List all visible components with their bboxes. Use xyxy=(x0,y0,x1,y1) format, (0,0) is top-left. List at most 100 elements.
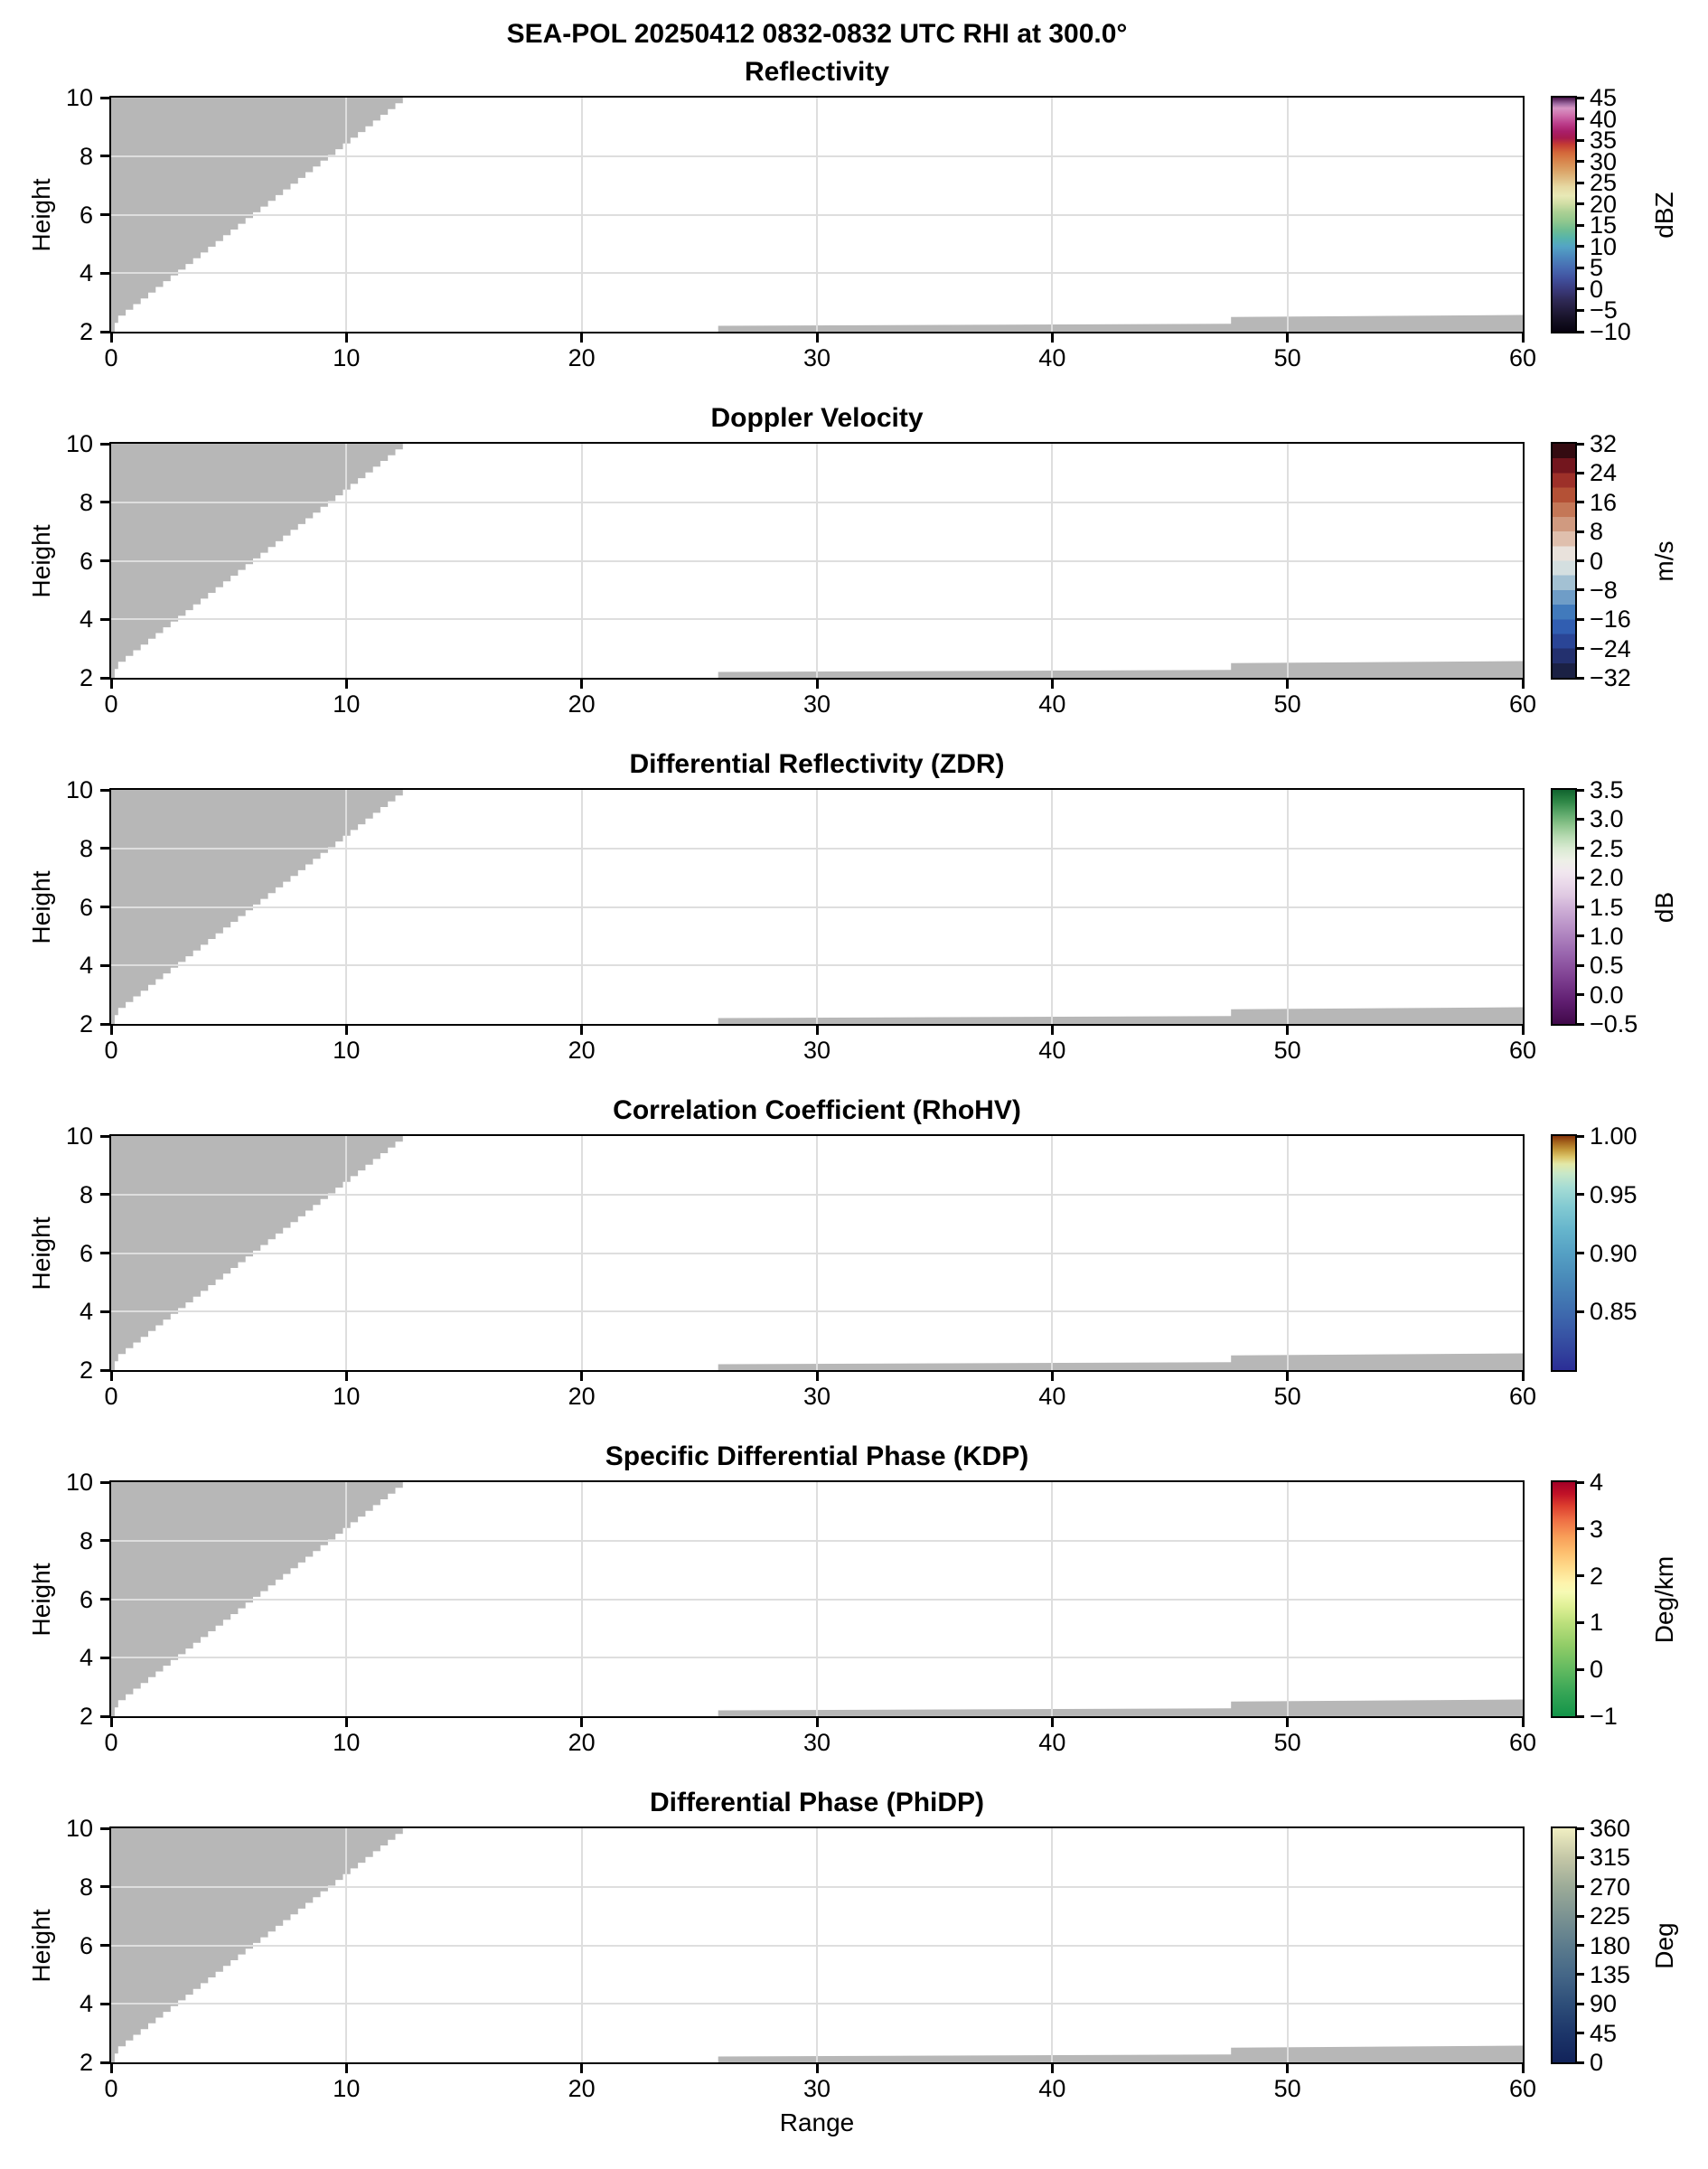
y-tick xyxy=(100,1193,109,1197)
colorbar-tick-label: 3 xyxy=(1590,1515,1604,1543)
masked-region xyxy=(111,1136,1523,1370)
x-tick xyxy=(580,2064,584,2073)
y-tick-label: 6 xyxy=(79,1239,93,1267)
x-tick-label: 40 xyxy=(1038,1383,1066,1410)
masked-region-shapes xyxy=(111,98,1523,332)
x-tick-label: 0 xyxy=(104,2075,118,2102)
y-tick-label: 10 xyxy=(65,84,93,111)
x-tick xyxy=(815,333,819,343)
colorbar-tick xyxy=(1577,676,1584,680)
x-tick xyxy=(1521,1026,1525,1035)
colorbar-tick xyxy=(1577,1914,1584,1918)
x-tick xyxy=(1521,333,1525,343)
x-tick xyxy=(580,1372,584,1381)
x-tick-label: 60 xyxy=(1508,344,1537,371)
panel-title: Differential Phase (PhiDP) xyxy=(649,1788,985,1817)
y-tick-label: 6 xyxy=(79,893,93,921)
x-tick xyxy=(1050,1026,1054,1035)
colorbar-tick-label: 315 xyxy=(1590,1844,1631,1872)
x-tick-label: 10 xyxy=(333,690,361,718)
colorbar-tick xyxy=(1577,2002,1584,2005)
colorbar-tick xyxy=(1577,1667,1584,1671)
colorbar-tick-label: 1 xyxy=(1590,1609,1604,1637)
gridline-horizontal xyxy=(111,847,1523,850)
x-tick xyxy=(109,1718,113,1727)
colorbar-tick-label: 2 xyxy=(1590,1562,1604,1590)
colorbar-tick xyxy=(1577,181,1584,184)
y-tick-label: 10 xyxy=(65,430,93,457)
x-tick xyxy=(1050,1372,1054,1381)
y-tick xyxy=(100,501,109,504)
x-tick xyxy=(109,680,113,689)
colorbar-tick xyxy=(1577,1022,1584,1026)
colorbar-tick xyxy=(1577,287,1584,291)
colorbar-tick xyxy=(1577,1620,1584,1624)
colorbar-tick xyxy=(1577,245,1584,249)
colorbar-tick xyxy=(1577,160,1584,164)
x-tick-label: 10 xyxy=(333,1037,361,1064)
colorbar-tick xyxy=(1577,442,1584,446)
colorbar-tick xyxy=(1577,934,1584,938)
y-tick-label: 4 xyxy=(79,1298,93,1326)
gridline-horizontal xyxy=(111,1539,1523,1542)
colorbar-tick-label: 3.5 xyxy=(1590,776,1624,803)
x-tick xyxy=(344,680,348,689)
colorbar-tick-label: 135 xyxy=(1590,1960,1631,1988)
y-tick xyxy=(100,847,109,850)
x-tick xyxy=(815,1372,819,1381)
colorbar-tick xyxy=(1577,963,1584,967)
colorbar-tick-label: 5 xyxy=(1590,254,1604,282)
y-tick-label: 4 xyxy=(79,259,93,287)
colorbar-tick-label: 30 xyxy=(1590,147,1618,175)
colorbar-tick-label: 1.0 xyxy=(1590,922,1624,950)
y-tick xyxy=(100,1310,109,1313)
y-tick-label: 8 xyxy=(79,834,93,862)
y-tick-label: 10 xyxy=(65,1122,93,1150)
axes-frame xyxy=(109,1480,1525,1718)
colorbar xyxy=(1553,98,1575,332)
colorbar-tick xyxy=(1577,223,1584,227)
gridline-horizontal xyxy=(111,272,1523,275)
x-tick-label: 60 xyxy=(1508,2075,1537,2102)
x-tick-label: 40 xyxy=(1038,1037,1066,1064)
masked-region-shapes xyxy=(111,790,1523,1024)
colorbar-tick-label: −24 xyxy=(1590,634,1631,662)
x-tick-label: 0 xyxy=(104,1729,118,1756)
x-axis-label: Range xyxy=(779,2108,855,2136)
x-tick-label: 10 xyxy=(333,344,361,371)
gridline-horizontal xyxy=(111,1657,1523,1659)
x-tick-label: 10 xyxy=(333,2075,361,2102)
y-tick xyxy=(100,2002,109,2005)
gridline-horizontal xyxy=(111,501,1523,503)
colorbar-frame xyxy=(1551,442,1577,680)
colorbar-unit-label: m/s xyxy=(1650,540,1678,582)
masked-region xyxy=(111,98,1523,332)
colorbar-tick xyxy=(1577,588,1584,592)
masked-region xyxy=(111,1482,1523,1716)
panel-title: Doppler Velocity xyxy=(710,403,924,433)
y-tick-label: 2 xyxy=(79,1010,93,1038)
x-tick xyxy=(109,2064,113,2073)
colorbar-tick-label: 8 xyxy=(1590,518,1604,546)
colorbar-tick-label: 15 xyxy=(1590,211,1618,239)
x-tick-label: 20 xyxy=(568,344,596,371)
colorbar-tick-label: −8 xyxy=(1590,576,1618,604)
masked-region-shapes xyxy=(111,1482,1523,1716)
y-tick-label: 2 xyxy=(79,664,93,691)
x-tick xyxy=(1050,333,1054,343)
colorbar-tick-label: 225 xyxy=(1590,1902,1631,1930)
y-tick-label: 8 xyxy=(79,1526,93,1554)
colorbar xyxy=(1553,1482,1575,1716)
y-tick-label: 2 xyxy=(79,1703,93,1730)
y-axis-label: Height xyxy=(27,1563,55,1636)
y-axis-label: Height xyxy=(27,870,55,944)
masked-region-shapes xyxy=(111,444,1523,678)
colorbar-tick-label: 0 xyxy=(1590,1656,1604,1684)
colorbar xyxy=(1553,790,1575,1024)
x-tick xyxy=(1521,680,1525,689)
x-tick-label: 20 xyxy=(568,2075,596,2102)
colorbar xyxy=(1553,1828,1575,2062)
y-tick xyxy=(100,1598,109,1601)
colorbar-tick xyxy=(1577,1855,1584,1859)
y-tick xyxy=(100,442,109,446)
